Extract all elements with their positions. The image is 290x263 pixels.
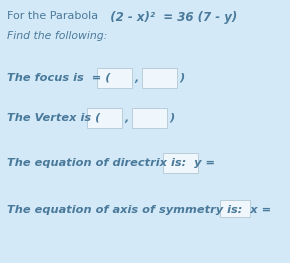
Text: ): ) xyxy=(169,113,174,123)
Text: Find the following:: Find the following: xyxy=(7,31,107,41)
Text: ,: , xyxy=(134,73,138,83)
Text: The equation of directrix is:  y =: The equation of directrix is: y = xyxy=(7,158,215,168)
Text: ): ) xyxy=(179,73,184,83)
Text: For the Parabola: For the Parabola xyxy=(7,11,98,21)
Text: The equation of axis of symmetry is:  x =: The equation of axis of symmetry is: x = xyxy=(7,205,271,215)
Bar xyxy=(87,108,122,128)
Text: (2 - x)²  = 36 (7 - y): (2 - x)² = 36 (7 - y) xyxy=(102,11,237,24)
Text: ,: , xyxy=(124,113,128,123)
Bar xyxy=(220,200,250,217)
Text: The Vertex is (: The Vertex is ( xyxy=(7,113,100,123)
Text: The focus is  = (: The focus is = ( xyxy=(7,73,110,83)
Bar xyxy=(132,108,167,128)
Bar xyxy=(142,68,177,88)
Bar xyxy=(163,153,198,173)
Bar xyxy=(97,68,132,88)
